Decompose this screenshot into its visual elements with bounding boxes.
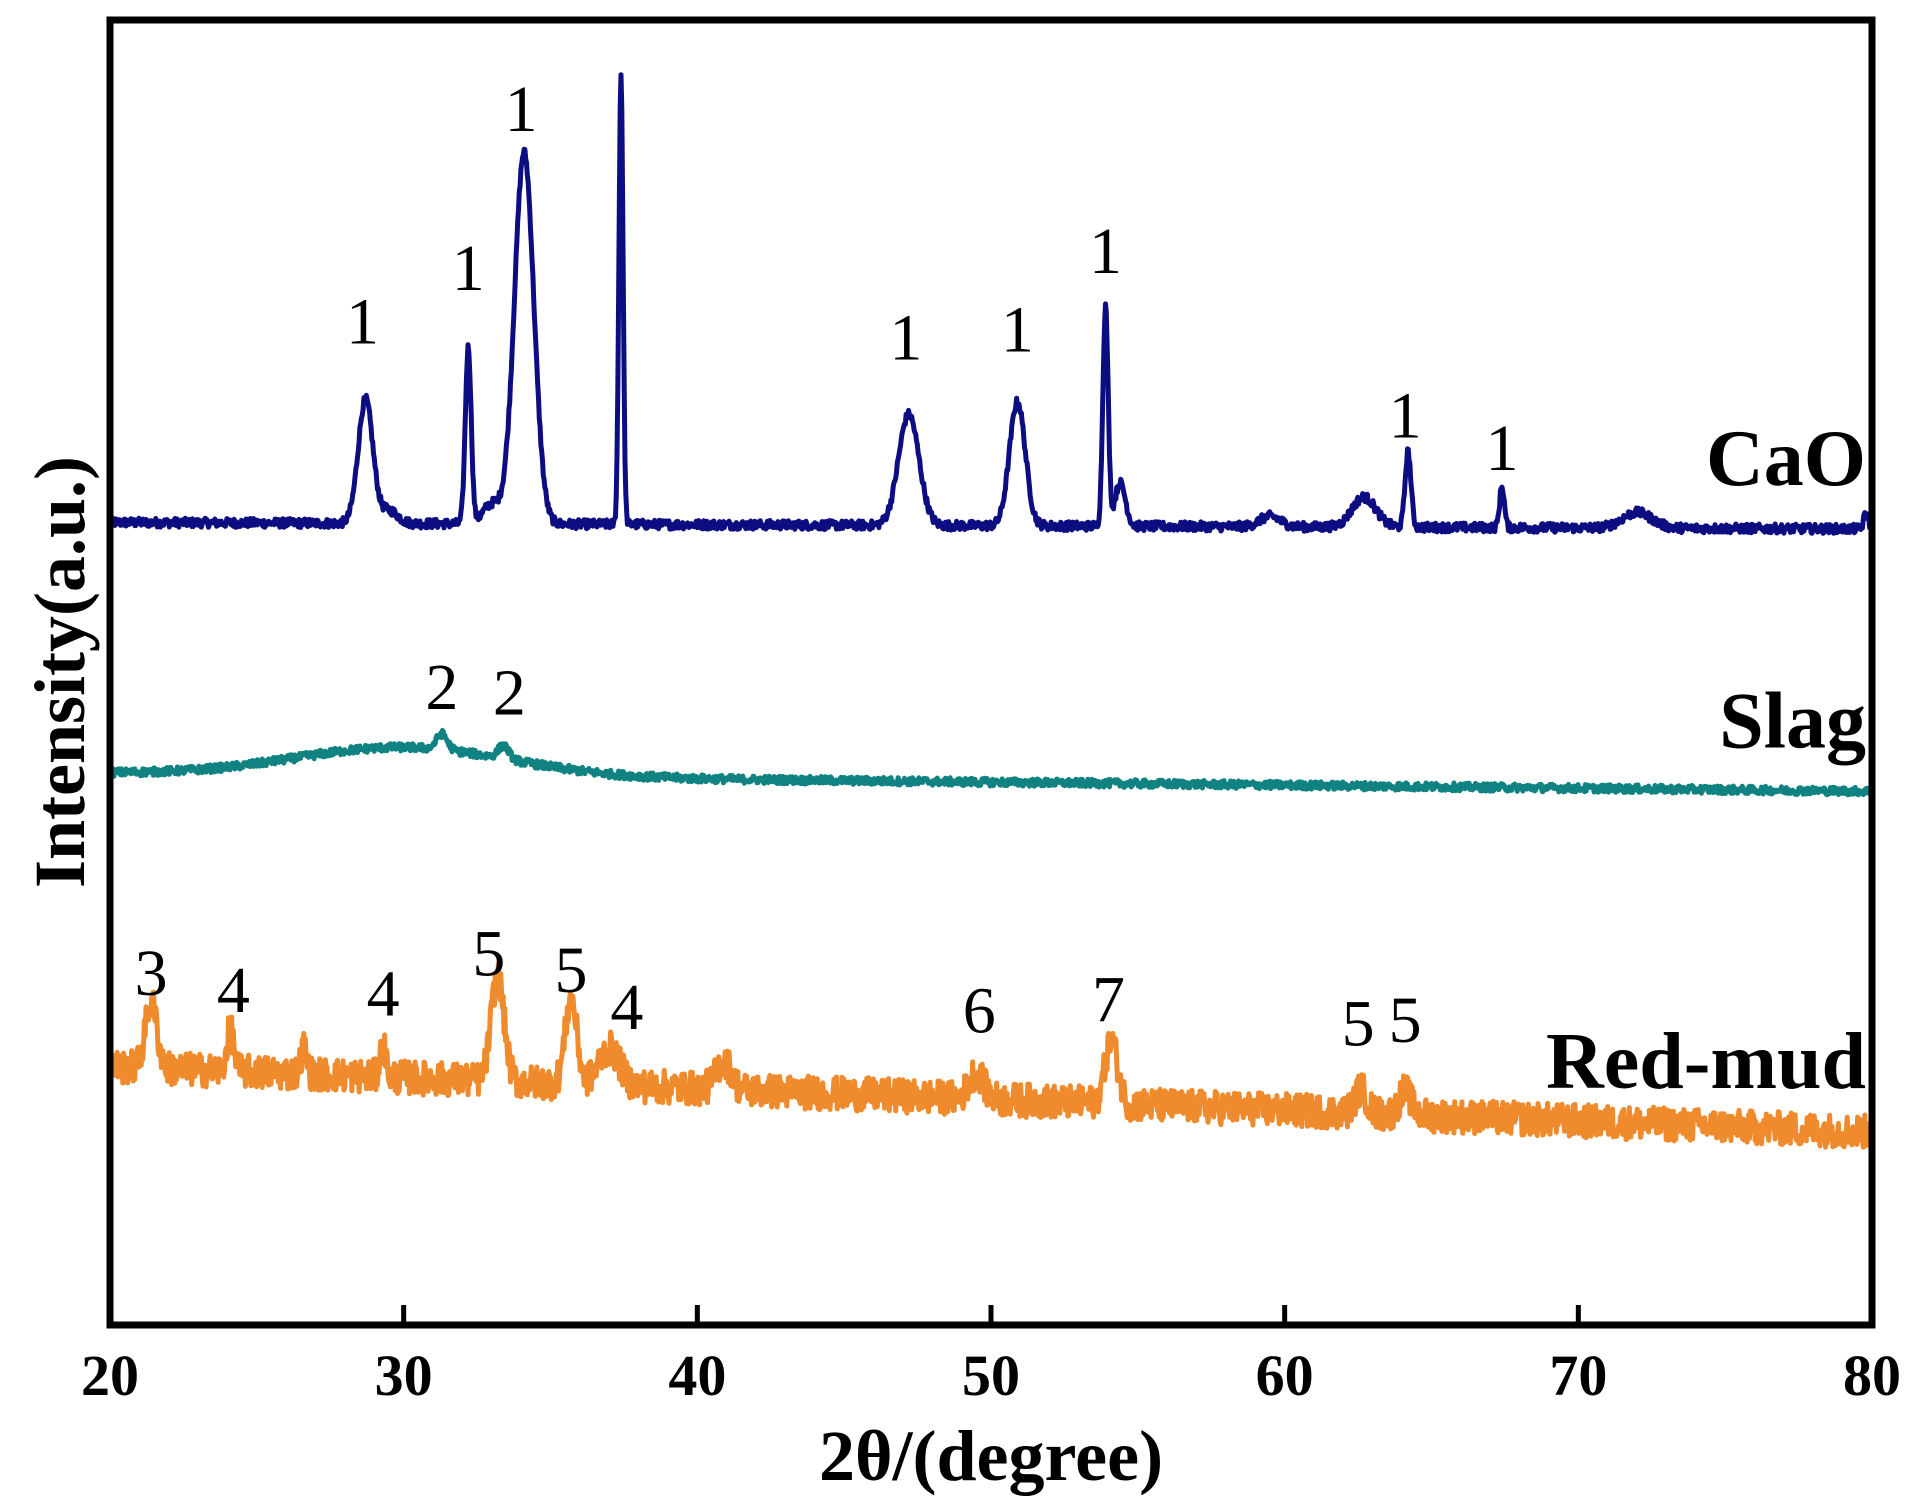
peak-label: 1 (1089, 215, 1122, 288)
peak-label: 4 (610, 971, 643, 1044)
peak-label: 5 (472, 917, 505, 990)
peak-label: 5 (555, 934, 588, 1007)
peak-label: 4 (367, 958, 400, 1031)
series-line-cao (107, 72, 1875, 536)
peak-label: 7 (1092, 963, 1125, 1036)
x-axis-title: 2θ/(degree) (819, 1416, 1163, 1496)
y-axis-title: Intensity(a.u.) (20, 456, 100, 888)
peak-label: 1 (1485, 412, 1518, 485)
x-tick-label: 20 (81, 1343, 139, 1408)
peak-label: 4 (217, 954, 250, 1027)
peak-label: 1 (452, 232, 485, 305)
series-label-cao: CaO (1706, 415, 1866, 503)
peak-label: 5 (1342, 988, 1375, 1061)
peak-label: 2 (493, 656, 526, 729)
series-labels: CaO Slag Red-mud (1546, 415, 1866, 1106)
x-tick-label: 60 (1256, 1343, 1314, 1408)
peak-label: 1 (889, 301, 922, 374)
peak-label: 1 (1389, 380, 1422, 453)
series-line-slag (108, 727, 1875, 798)
x-tick-label: 80 (1843, 1343, 1901, 1408)
peak-label: 1 (346, 286, 379, 359)
peak-label: 5 (1389, 984, 1422, 1057)
series-label-red-mud: Red-mud (1546, 1018, 1866, 1106)
peak-label: 1 (1001, 293, 1034, 366)
series-line-red-mud (107, 961, 1875, 1150)
series-label-slag: Slag (1719, 677, 1866, 765)
series-layer (107, 72, 1875, 1150)
x-tick-label: 40 (668, 1343, 726, 1408)
peak-label: 6 (963, 975, 996, 1048)
x-tick-label: 50 (962, 1343, 1020, 1408)
x-tick-label: 30 (375, 1343, 433, 1408)
x-axis-ticks: 20 30 40 50 60 70 80 (81, 1305, 1901, 1408)
x-tick-label: 70 (1549, 1343, 1607, 1408)
peak-label: 1 (505, 73, 538, 146)
peak-label: 2 (425, 651, 458, 724)
peak-label: 3 (135, 937, 168, 1010)
